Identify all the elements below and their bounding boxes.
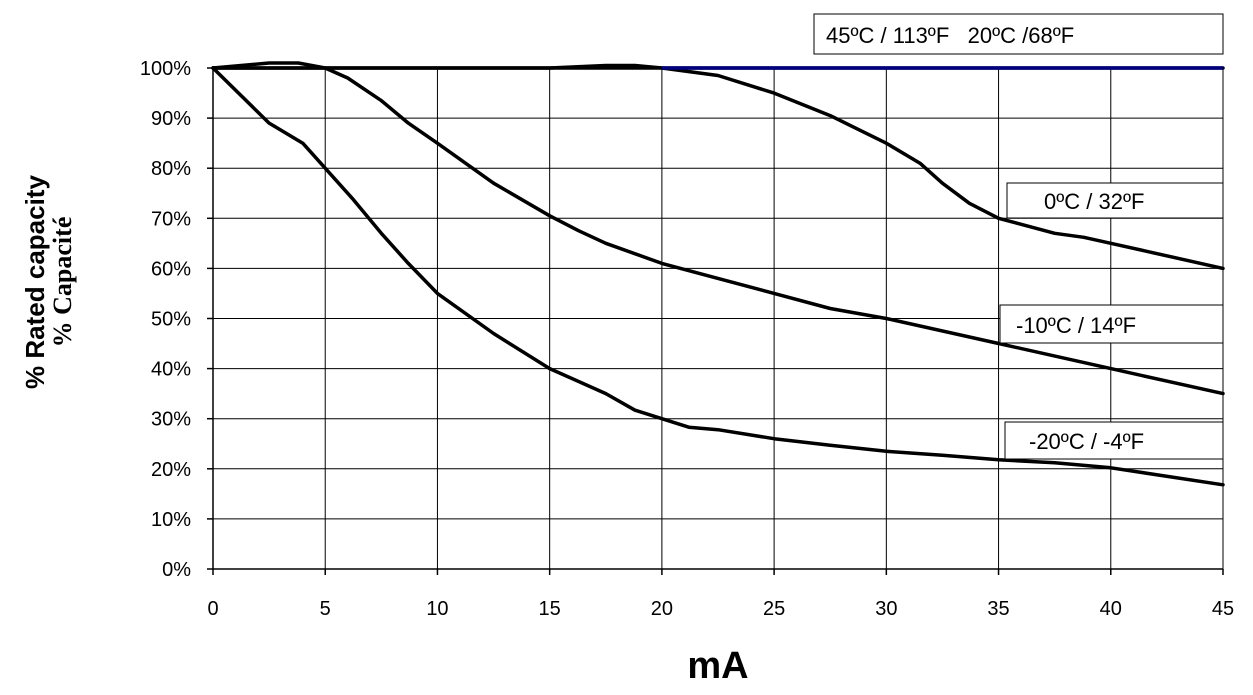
y-tick-label: 60% xyxy=(151,258,191,280)
x-axis-title: mA xyxy=(687,645,748,687)
y-tick-label: 80% xyxy=(151,158,191,180)
y-tick-label: 100% xyxy=(140,58,191,80)
y-tick-labels: 0% 10% 20% 30% 40% 50% 60% 70% 80% 90% 100% xyxy=(140,58,191,581)
y-tick-label: 90% xyxy=(151,108,191,130)
series-line-2 xyxy=(211,66,1225,396)
legend-label-minus20c-text: -20ºC / -4ºF xyxy=(1029,429,1144,454)
legend-label-0c: 0ºC / 32ºF xyxy=(1006,182,1224,219)
legend-label-45-20: 45ºC / 113ºF 20ºC /68ºF xyxy=(813,13,1224,55)
series-line-1 xyxy=(211,66,1225,271)
y-tick-label: 30% xyxy=(151,409,191,431)
y-axis-title: % Rated capacity xyxy=(20,175,50,389)
x-tick-label: 15 xyxy=(539,598,561,620)
legend-label-0c-text: 0ºC / 32ºF xyxy=(1044,189,1144,214)
y-tick-label: 20% xyxy=(151,459,191,481)
y-axis-subtitle: % Capacité xyxy=(48,217,77,348)
legend-label-minus20c: -20ºC / -4ºF xyxy=(1004,421,1224,460)
x-tick-label: 25 xyxy=(763,598,785,620)
x-tick-label: 5 xyxy=(320,598,331,620)
x-tick-label: 35 xyxy=(987,598,1009,620)
data-series xyxy=(211,61,1225,487)
axes xyxy=(207,67,1224,575)
y-tick-label: 50% xyxy=(151,309,191,331)
series-line-3 xyxy=(211,66,1225,487)
legend-label-45-20-text: 45ºC / 113ºF 20ºC /68ºF xyxy=(826,23,1074,48)
x-tick-labels: 0 5 10 15 20 25 30 35 40 45 xyxy=(207,598,1234,620)
y-tick-label: 0% xyxy=(162,559,191,581)
legend-label-minus10c-text: -10ºC / 14ºF xyxy=(1016,313,1136,338)
y-tick-label: 40% xyxy=(151,359,191,381)
y-tick-label: 10% xyxy=(151,509,191,531)
x-tick-label: 40 xyxy=(1100,598,1122,620)
x-tick-label: 45 xyxy=(1212,598,1234,620)
x-tick-label: 0 xyxy=(207,598,218,620)
x-tick-label: 30 xyxy=(875,598,897,620)
x-tick-label: 20 xyxy=(651,598,673,620)
legend-label-minus10c: -10ºC / 14ºF xyxy=(999,304,1224,344)
x-tick-label: 10 xyxy=(426,598,448,620)
y-tick-label: 70% xyxy=(151,208,191,230)
